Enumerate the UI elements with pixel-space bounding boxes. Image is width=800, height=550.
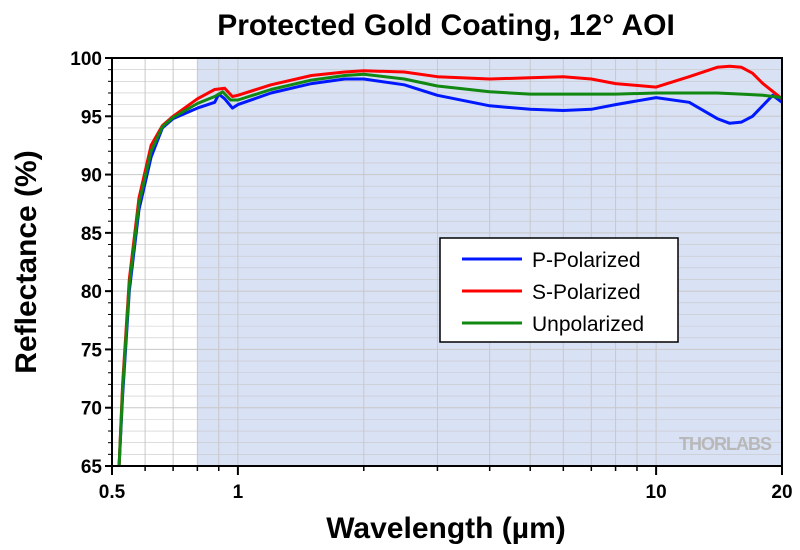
legend: P-Polarized S-Polarized Unpolarized [439,237,679,343]
y-tick-label: 95 [81,107,103,128]
y-tick-label: 85 [81,224,103,245]
watermark: THORLABS [679,434,772,454]
legend-label: Unpolarized [532,313,644,336]
x-tick-label: 1 [233,482,244,503]
legend-label: P-Polarized [532,249,641,272]
y-axis-label: Reflectance (%) [10,150,43,373]
y-tick-label: 65 [81,457,103,478]
plot-frame [111,57,783,467]
y-tick-label: 90 [81,166,102,187]
y-tick-label: 80 [81,282,102,303]
plot-area: 65 70 75 80 85 90 95 100 0.5 1 10 20 [70,49,792,503]
legend-label: S-Polarized [532,281,641,304]
x-tick-label: 0.5 [99,482,126,503]
y-tick-label: 100 [70,49,102,70]
x-tick-label: 10 [646,482,667,503]
y-tick-label: 75 [81,340,103,361]
x-axis-label: Wavelength (µm) [326,512,566,545]
y-tick-label: 70 [81,399,102,420]
x-tick-label: 20 [771,482,792,503]
series-line [117,72,782,466]
chart-title: Protected Gold Coating, 12° AOI [217,9,675,42]
